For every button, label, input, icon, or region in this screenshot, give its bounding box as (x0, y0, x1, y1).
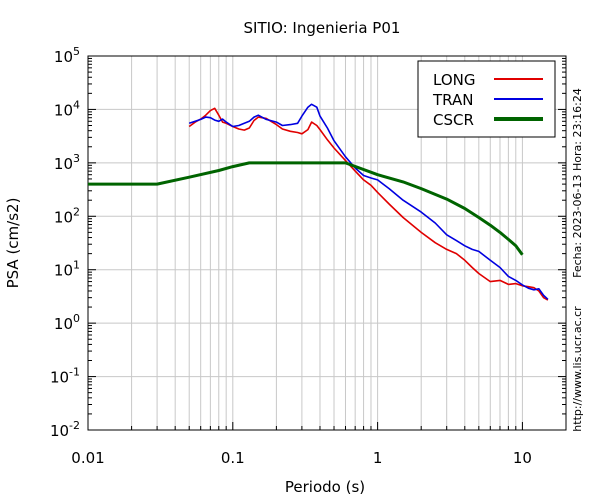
legend-label-cscr: CSCR (433, 111, 474, 129)
x-tick-label: 0.01 (71, 449, 104, 467)
y-tick-label: 10-1 (50, 366, 80, 387)
y-tick-labels: 10-2 10-1 100 101 102 103 104 105 (50, 45, 80, 440)
axis-ticks (88, 57, 566, 431)
x-tick-label: 1 (373, 449, 383, 467)
url-annotation: http://www.lis.ucr.ac.cr (571, 306, 584, 432)
x-axis-label: Periodo (s) (285, 478, 365, 496)
series-lines (88, 103, 549, 301)
legend-label-tran: TRAN (432, 91, 473, 109)
legend: LONG TRAN CSCR (417, 60, 556, 138)
legend-label-long: LONG (433, 71, 475, 89)
x-tick-label: 10 (513, 449, 532, 467)
plot-frame (87, 55, 567, 431)
date-annotation: Fecha: 2023-06-13 Hora: 23:16:24 (571, 88, 584, 278)
y-tick-label: 100 (54, 312, 80, 333)
y-tick-label: 104 (54, 98, 80, 119)
y-axis-label: PSA (cm/s2) (4, 198, 22, 289)
y-tick-label: 101 (54, 259, 80, 280)
y-tick-label: 102 (54, 205, 80, 226)
chart-title: SITIO: Ingenieria P01 (244, 19, 401, 37)
series-line-cscr (88, 161, 524, 256)
y-tick-label: 103 (54, 152, 80, 173)
series-line-tran (188, 103, 549, 300)
x-tick-label: 0.1 (221, 449, 245, 467)
y-tick-label: 10-2 (50, 419, 80, 440)
y-tick-label: 105 (54, 45, 80, 66)
x-tick-labels: 0.01 0.1 1 10 (71, 449, 532, 467)
